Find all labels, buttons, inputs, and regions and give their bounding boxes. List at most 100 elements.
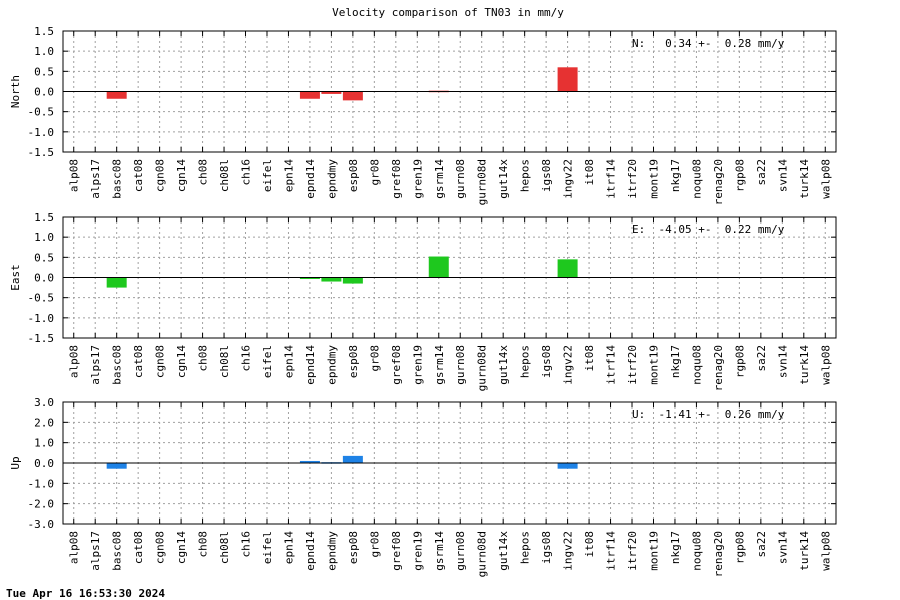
x-tick-label: cat08 — [132, 531, 145, 564]
x-tick-label: turk14 — [798, 345, 811, 385]
x-tick-label: nkg17 — [669, 159, 682, 192]
y-tick-label: -1.5 — [28, 332, 55, 345]
x-tick-label: cgn14 — [175, 531, 188, 564]
x-tick-label: itrf14 — [605, 531, 618, 571]
y-tick-label: 0.0 — [34, 457, 54, 470]
x-tick-label: rgp08 — [733, 159, 746, 192]
bar-basc08 — [106, 277, 127, 288]
y-tick-label: 0.0 — [34, 272, 54, 285]
x-tick-label: turk14 — [798, 531, 811, 571]
x-tick-label: igs08 — [540, 159, 553, 192]
x-tick-label: basc08 — [111, 159, 124, 199]
x-tick-label: ch08 — [197, 159, 210, 186]
x-tick-label: gut14x — [497, 531, 510, 571]
x-tick-label: noqu08 — [690, 159, 703, 199]
x-tick-label: mont19 — [647, 345, 660, 385]
x-tick-label: nkg17 — [669, 531, 682, 564]
y-tick-label: 1.0 — [34, 231, 54, 244]
x-tick-label: cgn08 — [154, 159, 167, 192]
bar-ingv22 — [557, 67, 578, 92]
y-tick-label: 2.0 — [34, 416, 54, 429]
x-tick-label: it08 — [583, 531, 596, 558]
x-tick-label: gr08 — [368, 345, 381, 372]
plot-frame — [62, 401, 837, 525]
x-tick-label: gurn08 — [454, 345, 467, 385]
x-tick-label: gsrm14 — [433, 531, 446, 571]
bar-esp08 — [342, 455, 363, 463]
x-tick-label: gurn08 — [454, 159, 467, 199]
panel-up: 3.0 2.0 1.0 0.0 -1.0 -2.0 -3.0 alp08 alps17 basc0… — [9, 396, 837, 577]
y-axis-label: Up — [9, 456, 22, 469]
x-tick-label: epn14 — [282, 531, 295, 564]
x-tick-label: gren19 — [411, 531, 424, 571]
bar-epnd14 — [299, 460, 320, 463]
x-tick-label: cat08 — [132, 345, 145, 378]
y-tick-label: -1.0 — [28, 126, 55, 139]
y-tick-label: 0.5 — [34, 65, 54, 78]
x-tick-label: eifel — [261, 531, 274, 564]
x-tick-label: walp08 — [819, 531, 832, 571]
x-tick-label: epndmy — [325, 531, 338, 571]
x-tick-label: gut14x — [497, 159, 510, 199]
y-axis-label: North — [9, 75, 22, 108]
x-tick-label: alps17 — [89, 345, 102, 385]
panel-north: 1.5 1.0 0.5 0.0 -0.5 -1.0 -1.5 alp08 alps17 basc0… — [9, 25, 837, 205]
bar-epndmy — [321, 277, 342, 282]
y-axis-label: East — [9, 264, 22, 291]
x-tick-label: igs08 — [540, 345, 553, 378]
x-tick-label: ingv22 — [562, 531, 575, 571]
x-tick-label: noqu08 — [690, 531, 703, 571]
x-tick-label: ch16 — [240, 531, 253, 558]
bar-basc08 — [106, 463, 127, 469]
bar-epnd14 — [299, 91, 320, 99]
velocity-annotation: E: -4.05 +- 0.22 mm/y — [632, 223, 785, 236]
x-tick-label: itrf20 — [626, 159, 639, 199]
y-tick-label: 1.0 — [34, 437, 54, 450]
velocity-annotation: U: -1.41 +- 0.26 mm/y — [632, 408, 785, 421]
x-tick-label: ch16 — [240, 159, 253, 186]
x-tick-label: cat08 — [132, 159, 145, 192]
x-tick-label: gref08 — [390, 159, 403, 199]
x-tick-label: gren19 — [411, 159, 424, 199]
x-tick-label: rgp08 — [733, 345, 746, 378]
x-tick-label: alp08 — [68, 345, 81, 378]
bar-esp08 — [342, 91, 363, 101]
x-tick-label: cgn14 — [175, 345, 188, 378]
x-tick-label: ch08 — [197, 345, 210, 372]
x-tick-label: itrf14 — [605, 345, 618, 385]
x-tick-label: gurn08d — [476, 345, 489, 391]
x-tick-label: sa22 — [755, 531, 768, 558]
x-tick-label: nkg17 — [669, 345, 682, 378]
x-tick-label: svn14 — [776, 531, 789, 564]
x-tick-label: epnd14 — [304, 345, 317, 385]
x-tick-label: epnd14 — [304, 531, 317, 571]
footer-timestamp: Tue Apr 16 16:53:30 2024 — [6, 587, 165, 600]
x-tick-label: cgn14 — [175, 159, 188, 192]
x-tick-label: gref08 — [390, 531, 403, 571]
x-tick-label: ch08l — [218, 345, 231, 378]
plot-frame — [62, 216, 837, 339]
x-tick-label: epndmy — [325, 159, 338, 199]
x-tick-label: gref08 — [390, 345, 403, 385]
velocity-annotation: N: 0.34 +- 0.28 mm/y — [632, 37, 785, 50]
x-tick-label: hepos — [519, 345, 532, 378]
x-tick-label: hepos — [519, 159, 532, 192]
y-tick-label: -1.0 — [28, 312, 55, 325]
x-tick-label: renag20 — [712, 345, 725, 391]
x-tick-label: gsrm14 — [433, 345, 446, 385]
x-tick-label: sa22 — [755, 159, 768, 186]
x-tick-label: basc08 — [111, 531, 124, 571]
x-tick-label: ingv22 — [562, 345, 575, 385]
x-tick-label: mont19 — [647, 159, 660, 199]
x-tick-label: itrf20 — [626, 345, 639, 385]
bar-epndmy — [321, 91, 342, 94]
x-tick-label: alp08 — [68, 531, 81, 564]
x-tick-label: gurn08 — [454, 531, 467, 571]
y-tick-label: 1.5 — [34, 25, 54, 38]
y-tick-label: -0.5 — [28, 106, 55, 119]
y-tick-label: -2.0 — [28, 498, 55, 511]
chart-panels: 1.5 1.0 0.5 0.0 -0.5 -1.0 -1.5 alp08 alps17 basc0… — [9, 25, 837, 577]
bar-gsrm14 — [428, 256, 449, 278]
x-tick-label: turk14 — [798, 159, 811, 199]
x-tick-label: cgn08 — [154, 531, 167, 564]
